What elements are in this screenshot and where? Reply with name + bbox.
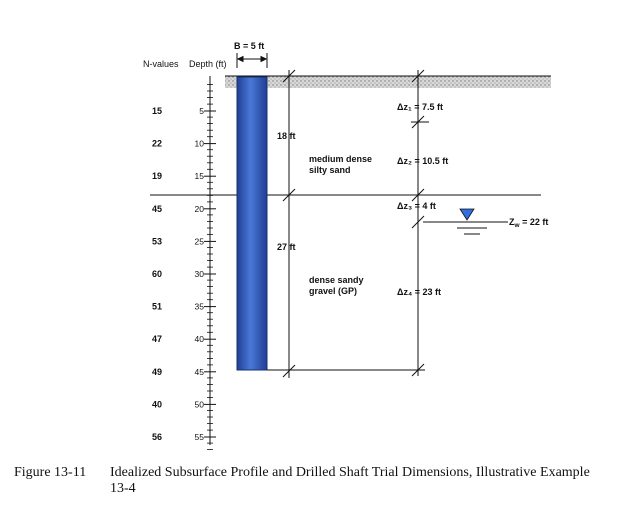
n-value: 19 (152, 171, 162, 181)
water-table (423, 208, 508, 235)
depth-tick-label: 25 (195, 236, 205, 246)
figure-number: Figure 13-11 (14, 465, 87, 480)
layer-thickness-dimension (267, 69, 425, 378)
dz3-label: Δz₃ = 4 ft (397, 201, 436, 211)
upper-layer-name-2: silty sand (309, 165, 351, 175)
dz2-label: Δz₂ = 10.5 ft (397, 156, 448, 166)
ground-surface (225, 76, 551, 88)
water-table-depth-label: Zw = 22 ft (509, 217, 548, 229)
lower-layer-name-1: dense sandy (309, 275, 364, 285)
drilled-shaft (236, 76, 268, 371)
depth-tick-label: 20 (195, 204, 205, 214)
n-value: 49 (152, 367, 162, 377)
depth-header: Depth (ft) (189, 59, 227, 69)
lower-thickness-label: 27 ft (277, 242, 296, 252)
figure-title: Idealized Subsurface Profile and Drilled… (110, 465, 590, 496)
dz4-label: Δz₄ = 23 ft (397, 287, 441, 297)
depth-axis (204, 76, 216, 451)
n-value: 56 (152, 432, 162, 442)
depth-increment-dimension (411, 69, 429, 377)
lower-layer-name-2: gravel (GP) (309, 286, 357, 296)
n-value: 15 (152, 106, 162, 116)
n-values-header: N-values (143, 59, 179, 69)
depth-tick-label: 5 (199, 106, 204, 116)
upper-layer-name-1: medium dense (309, 154, 372, 164)
depth-tick-label: 30 (195, 269, 205, 279)
n-value: 53 (152, 236, 162, 246)
dz1-label: Δz₁ = 7.5 ft (397, 102, 443, 112)
depth-tick-label: 45 (195, 367, 205, 377)
n-value: 45 (152, 204, 162, 214)
upper-thickness-label: 18 ft (277, 131, 296, 141)
water-table-icon (459, 208, 475, 221)
depth-tick-label: 55 (195, 432, 205, 442)
depth-tick-label: 40 (195, 334, 205, 344)
n-value: 60 (152, 269, 162, 279)
n-value: 51 (152, 302, 162, 312)
depth-tick-label: 15 (195, 171, 205, 181)
depth-tick-label: 35 (195, 302, 205, 312)
depth-tick-label: 50 (195, 399, 205, 409)
n-value: 47 (152, 334, 162, 344)
n-value: 40 (152, 399, 162, 409)
n-value: 22 (152, 139, 162, 149)
shaft-width-label: B = 5 ft (234, 41, 264, 51)
depth-tick-label: 10 (195, 139, 205, 149)
shaft-width-dimension (236, 53, 268, 68)
